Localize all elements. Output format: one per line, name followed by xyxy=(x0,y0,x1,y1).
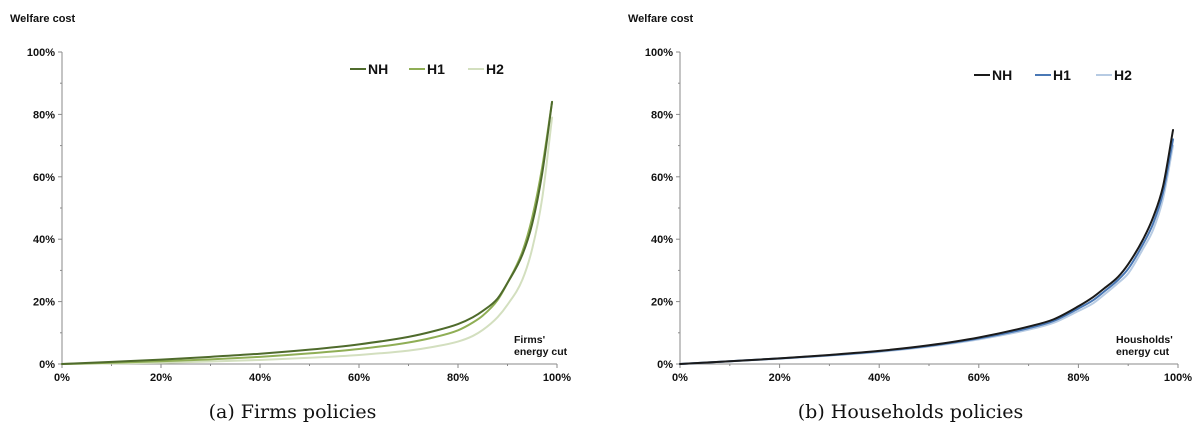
y-tick-label: 20% xyxy=(651,297,673,309)
x-tick-label: 20% xyxy=(769,372,791,384)
firms-chart-svg: 0% 20% 40% 60% 80% 100% 0% 20% 40% 60% 80% 100% NH H1… xyxy=(27,47,571,384)
x-tick-label: 20% xyxy=(150,372,172,384)
chart-caption: (b) Households policies xyxy=(797,401,1024,423)
series-line-h1 xyxy=(679,138,1175,365)
x-tick-label: 0% xyxy=(672,372,688,384)
x-tick-label: 40% xyxy=(868,372,890,384)
households-chart-svg: 0% 20% 40% 60% 80% 100% 0% 20% 40% 60% 80% 100% NH H1… xyxy=(645,47,1192,384)
y-tick-label: 60% xyxy=(651,172,673,184)
y-tick-label: 0% xyxy=(657,359,673,371)
legend-label-h1: H1 xyxy=(427,61,445,77)
y-tick-label: 40% xyxy=(651,234,673,246)
y-tick-label: 60% xyxy=(33,172,55,184)
y-tick-label: 40% xyxy=(33,234,55,246)
legend-label-nh: NH xyxy=(992,67,1012,83)
axes: 0% 20% 40% 60% 80% 100% 0% 20% 40% 60% 80% 100% xyxy=(27,47,571,384)
x-tick-label: 100% xyxy=(1164,372,1192,384)
x-tick-label: 100% xyxy=(543,372,571,384)
x-tick-label: 80% xyxy=(447,372,469,384)
y-tick-label: 80% xyxy=(651,109,673,121)
y-axis-title: Welfare cost xyxy=(628,13,694,25)
x-axis-annotation-line1: Housholds' xyxy=(1116,334,1173,346)
x-axis-annotation-line2: energy cut xyxy=(1116,346,1170,358)
x-tick-label: 40% xyxy=(249,372,271,384)
legend-label-h2: H2 xyxy=(486,61,504,77)
x-axis-annotation-line1: Firms' xyxy=(514,334,545,346)
series-line-h2 xyxy=(679,144,1175,365)
legend-label-h1: H1 xyxy=(1053,67,1071,83)
y-tick-label: 0% xyxy=(39,359,55,371)
y-tick-label: 80% xyxy=(33,109,55,121)
x-tick-label: 60% xyxy=(968,372,990,384)
y-tick-label: 100% xyxy=(27,47,55,59)
series-line-nh xyxy=(679,129,1175,365)
legend: NH H1 H2 xyxy=(974,67,1132,83)
series-line-h1 xyxy=(61,100,554,365)
series-line-h2 xyxy=(61,116,554,365)
y-tick-label: 100% xyxy=(645,47,673,59)
series-line-nh xyxy=(61,100,554,365)
legend: NH H1 H2 xyxy=(350,61,504,77)
chart-panel-households: Welfare cost 0% 20% 40% 60% 80% 100% 0% 20% 40% 6… xyxy=(618,0,1193,429)
legend-label-h2: H2 xyxy=(1114,67,1132,83)
x-axis-annotation-line2: energy cut xyxy=(514,346,568,358)
y-tick-label: 20% xyxy=(33,297,55,309)
chart-caption: (a) Firms policies xyxy=(208,401,377,423)
chart-panel-firms: Welfare cost 0% 20% 40% 60% 80% 100% 0% 20% 40% 6… xyxy=(0,0,585,429)
axes: 0% 20% 40% 60% 80% 100% 0% 20% 40% 60% 80% 100% xyxy=(645,47,1192,384)
x-tick-label: 0% xyxy=(54,372,70,384)
y-axis-title: Welfare cost xyxy=(10,13,76,25)
x-tick-label: 80% xyxy=(1067,372,1089,384)
legend-label-nh: NH xyxy=(368,61,388,77)
x-tick-label: 60% xyxy=(348,372,370,384)
